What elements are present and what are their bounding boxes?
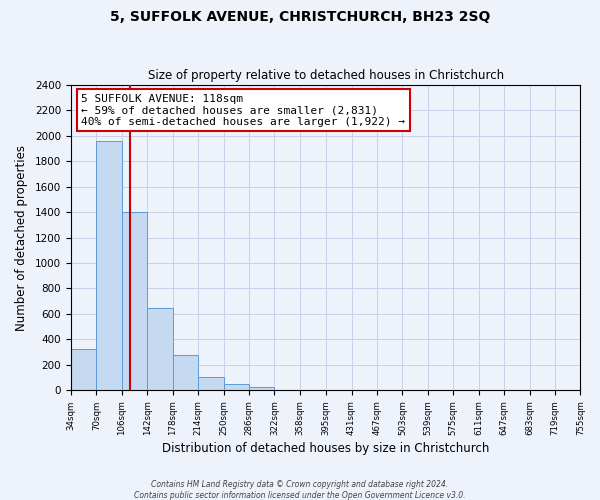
Bar	[198, 377, 224, 390]
Bar	[173, 356, 198, 390]
Text: 5, SUFFOLK AVENUE, CHRISTCHURCH, BH23 2SQ: 5, SUFFOLK AVENUE, CHRISTCHURCH, BH23 2S…	[110, 10, 490, 24]
Bar	[122, 212, 147, 390]
Bar	[97, 140, 122, 390]
Y-axis label: Number of detached properties: Number of detached properties	[15, 144, 28, 330]
Bar	[224, 384, 249, 390]
Bar	[71, 349, 97, 391]
Bar	[249, 386, 274, 390]
X-axis label: Distribution of detached houses by size in Christchurch: Distribution of detached houses by size …	[162, 442, 490, 455]
Text: 5 SUFFOLK AVENUE: 118sqm
← 59% of detached houses are smaller (2,831)
40% of sem: 5 SUFFOLK AVENUE: 118sqm ← 59% of detach…	[81, 94, 405, 127]
Text: Contains HM Land Registry data © Crown copyright and database right 2024.
Contai: Contains HM Land Registry data © Crown c…	[134, 480, 466, 500]
Title: Size of property relative to detached houses in Christchurch: Size of property relative to detached ho…	[148, 69, 504, 82]
Bar	[147, 308, 173, 390]
